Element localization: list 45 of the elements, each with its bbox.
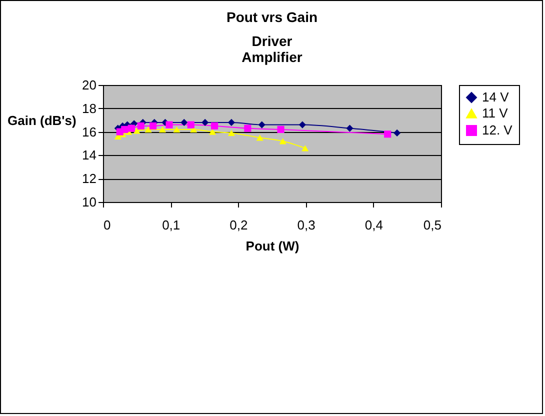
point (187, 121, 194, 128)
point (394, 129, 401, 137)
point (173, 126, 180, 133)
x-tick-label: 0,1 (162, 218, 180, 232)
point (121, 126, 128, 133)
legend-label: 14 V (482, 90, 510, 104)
point (158, 126, 166, 133)
point (228, 130, 235, 136)
chart-title: Pout vrs Gain (226, 9, 318, 25)
point (244, 124, 252, 132)
point (211, 122, 218, 130)
x-tick-label: 0 (104, 218, 111, 232)
x-axis-title: Pout (W) (246, 238, 300, 254)
point (279, 138, 286, 144)
point (166, 121, 173, 128)
point (298, 121, 306, 128)
y-axis-title: Gain (dB's) (8, 113, 76, 128)
point (277, 126, 284, 133)
x-tick-label: 0,3 (297, 218, 316, 232)
y-tick-label: 12 (82, 171, 96, 186)
chart-subtitle: Driver Amplifier (242, 33, 303, 65)
point (137, 122, 144, 130)
point (302, 145, 309, 152)
point (384, 130, 392, 138)
point (144, 126, 152, 133)
y-tick-label: 18 (82, 100, 96, 116)
point (133, 128, 140, 134)
point (149, 122, 157, 130)
point (346, 124, 354, 132)
x-tick-label: 0,2 (230, 218, 248, 232)
legend-label: 11 V (482, 106, 508, 120)
point (180, 118, 188, 126)
x-tick-label: 0,5 (423, 218, 442, 232)
y-tick-label: 16 (82, 124, 96, 140)
point (208, 128, 216, 135)
y-tick-label: 14 (82, 148, 96, 163)
x-tick-label: 0,4 (364, 218, 383, 232)
y-tick-label: 20 (82, 78, 96, 92)
legend-label: 12. V (482, 122, 513, 138)
point (128, 124, 135, 132)
y-tick-label: 10 (82, 194, 96, 210)
point (228, 118, 235, 126)
point (202, 118, 209, 126)
point (256, 134, 264, 141)
point (258, 121, 266, 128)
